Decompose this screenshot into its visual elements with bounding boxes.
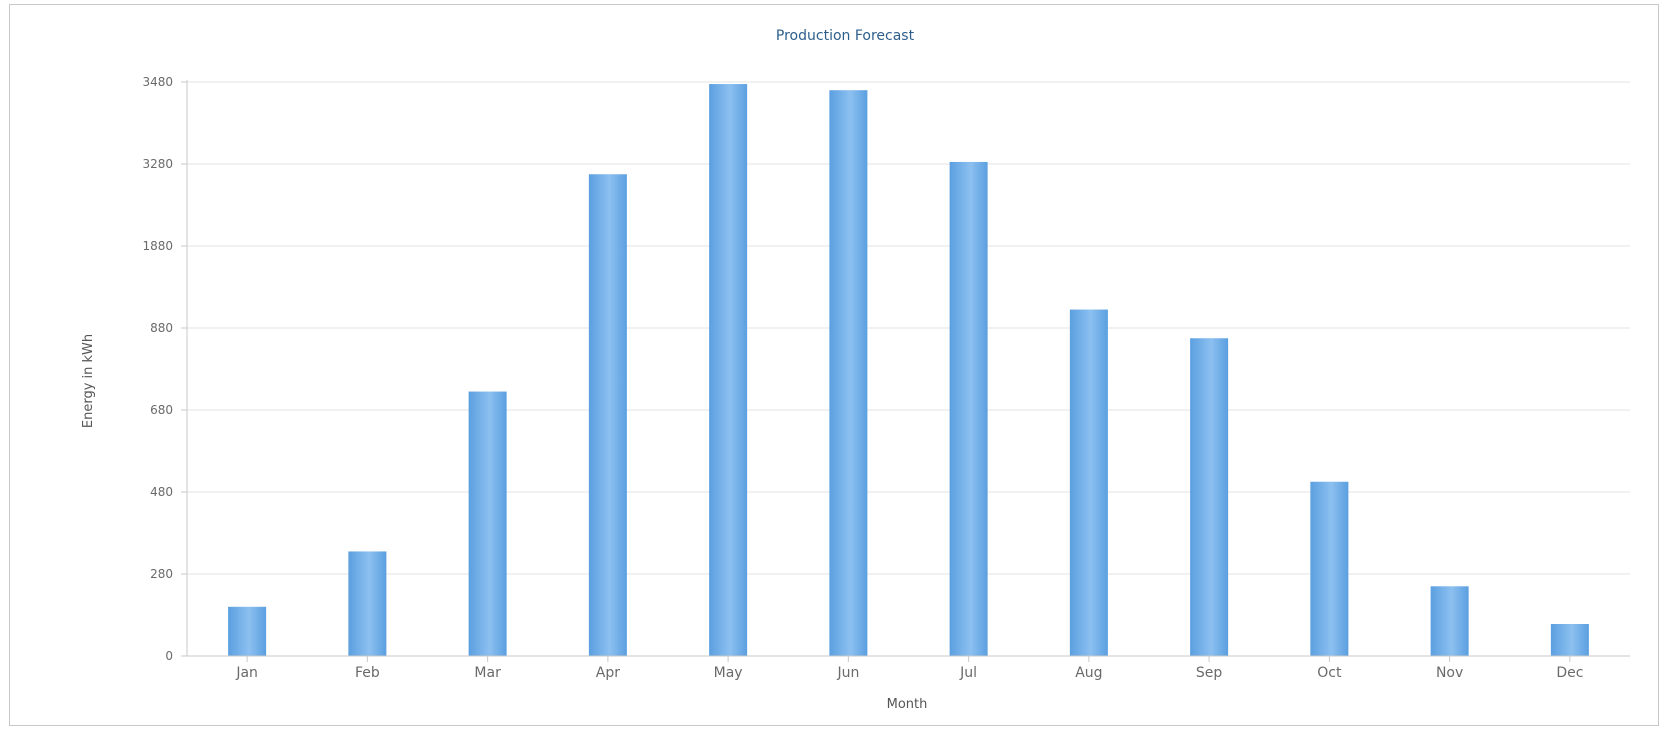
x-tick-label: Dec bbox=[1556, 665, 1583, 681]
x-tick-label: Nov bbox=[1436, 665, 1463, 681]
bar-sep bbox=[1190, 338, 1229, 656]
y-tick-label: 1880 bbox=[142, 239, 173, 253]
x-axis-title: Month bbox=[887, 697, 928, 712]
y-tick-labels: 0 280 480 680 880 1880 3280 3480 bbox=[142, 75, 173, 663]
x-tick-label: Apr bbox=[596, 665, 620, 681]
bar-dec bbox=[1550, 624, 1589, 656]
y-tick-label: 480 bbox=[150, 485, 173, 499]
x-tick-label: Sep bbox=[1196, 665, 1223, 681]
y-tick-label: 0 bbox=[165, 649, 173, 663]
x-tick-label: Oct bbox=[1317, 665, 1342, 681]
bar-jun bbox=[829, 90, 868, 656]
x-tick-label: Feb bbox=[355, 665, 380, 681]
x-tick-label: Aug bbox=[1075, 665, 1102, 681]
x-tick-label: Jul bbox=[959, 665, 977, 681]
bar-may bbox=[709, 84, 748, 657]
bar-nov bbox=[1430, 586, 1469, 656]
y-tick-label: 880 bbox=[150, 321, 173, 335]
bar-apr bbox=[588, 174, 627, 656]
y-tick-label: 680 bbox=[150, 403, 173, 417]
x-tick-label: May bbox=[714, 665, 743, 681]
chart-title: Production Forecast bbox=[776, 28, 915, 44]
y-tick-label: 280 bbox=[150, 567, 173, 581]
bar-aug bbox=[1069, 309, 1108, 656]
bars-layer bbox=[228, 84, 1589, 657]
x-tick-label: Jun bbox=[836, 665, 859, 681]
axes-layer bbox=[186, 80, 1630, 662]
bar-feb bbox=[348, 551, 387, 656]
bar-jan bbox=[228, 606, 267, 656]
bar-jul bbox=[949, 161, 988, 656]
bar-mar bbox=[468, 391, 507, 656]
y-tick-label: 3280 bbox=[142, 157, 173, 171]
x-tick-labels: Jan Feb Mar Apr May Jun Jul Aug Sep Oct Nov Dec bbox=[235, 665, 1583, 681]
y-axis-title: Energy in kWh bbox=[81, 334, 96, 428]
x-tick-label: Mar bbox=[474, 665, 501, 681]
x-tick-label: Jan bbox=[235, 665, 258, 681]
grid-layer bbox=[181, 81, 1630, 657]
y-tick-label: 3480 bbox=[142, 75, 173, 89]
bar-oct bbox=[1310, 481, 1349, 656]
